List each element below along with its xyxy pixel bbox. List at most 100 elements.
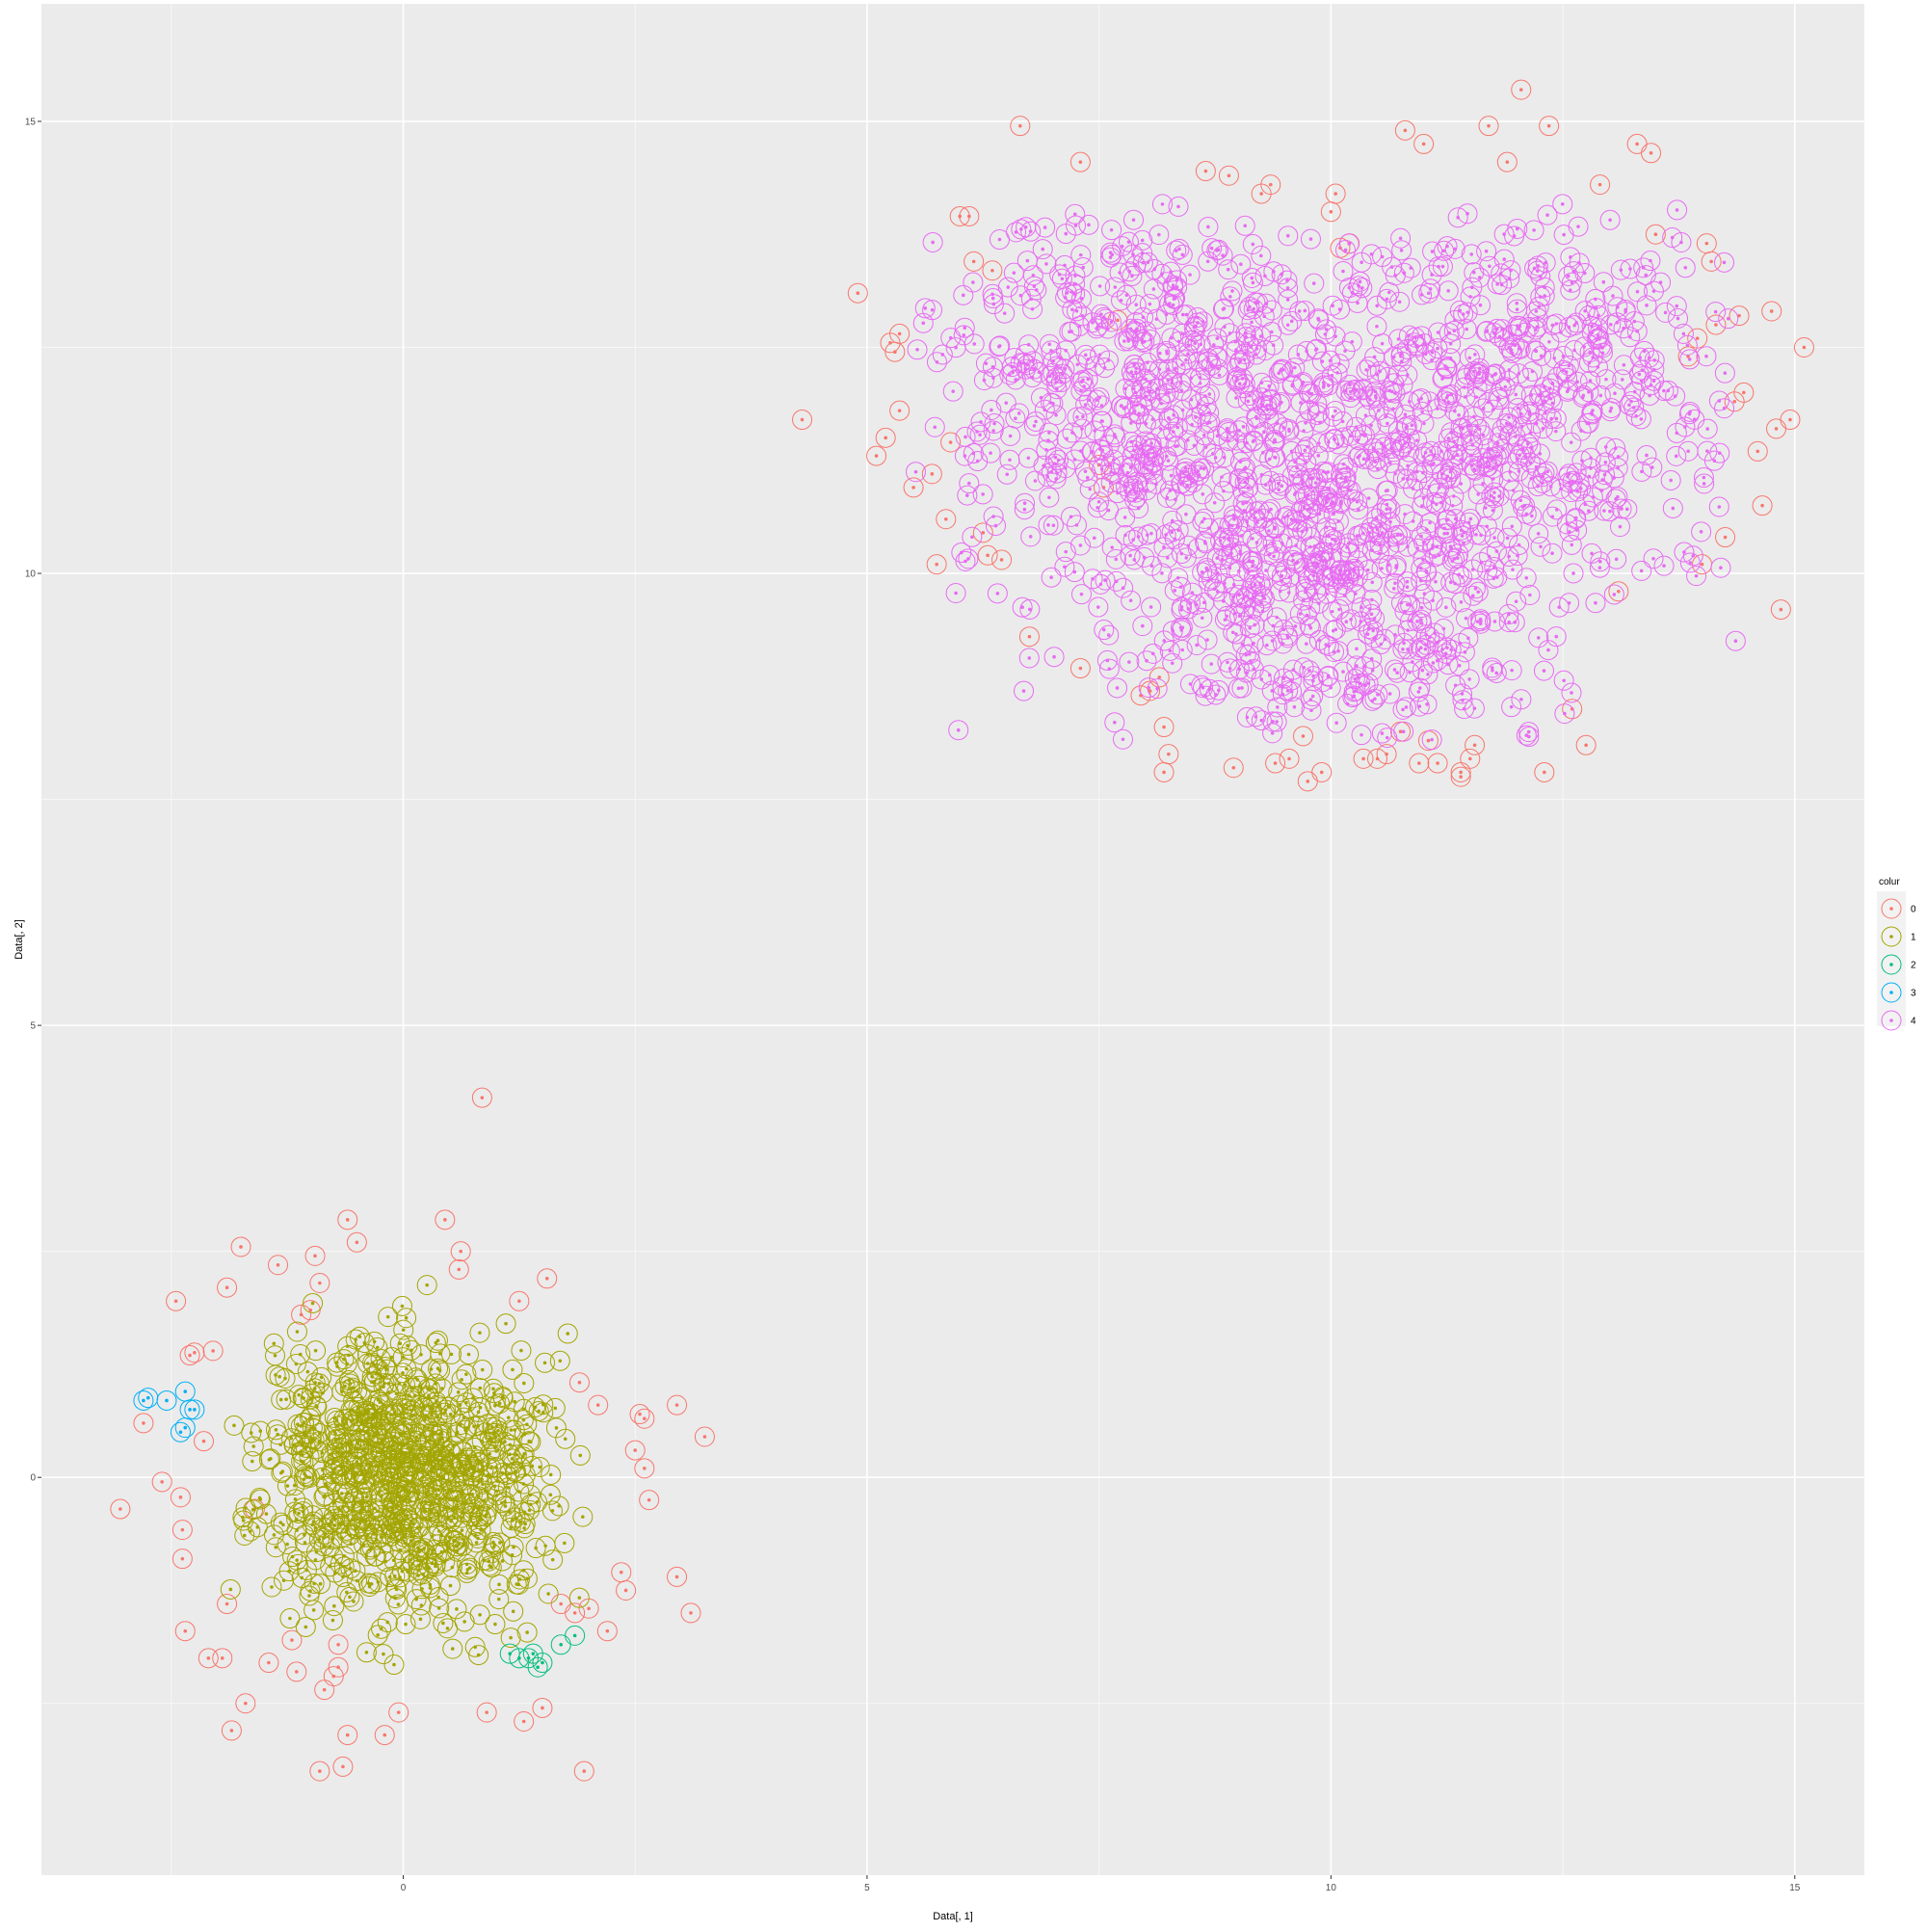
point-center (372, 1381, 376, 1385)
point-center (1436, 347, 1439, 351)
point-center (290, 1638, 294, 1642)
point-center (456, 1549, 460, 1553)
point-center (347, 1354, 351, 1358)
point-center (1570, 440, 1573, 444)
point-center (401, 1305, 405, 1309)
point-center (294, 1497, 298, 1501)
point-center (407, 1465, 410, 1469)
point-center (551, 1558, 555, 1562)
point-center (352, 1600, 356, 1603)
point-center (1399, 236, 1403, 240)
point-center (362, 1508, 366, 1512)
point-center (1532, 228, 1536, 232)
point-center (545, 1277, 549, 1281)
point-center (522, 1526, 526, 1530)
point-center (1234, 632, 1238, 636)
point-center (1158, 352, 1162, 356)
point-center (174, 1299, 178, 1303)
point-center (1424, 648, 1428, 651)
point-center (489, 1467, 493, 1470)
point-center (251, 1508, 255, 1512)
point-center (481, 1096, 485, 1099)
point-center (308, 1476, 312, 1480)
point-center (373, 1340, 377, 1344)
point-center (638, 1413, 642, 1416)
point-center (397, 1710, 401, 1714)
point-center (365, 1651, 369, 1654)
point-center (1028, 635, 1032, 639)
point-center (1401, 648, 1405, 651)
point-center (371, 1413, 375, 1416)
point-center (911, 486, 915, 490)
point-center (449, 1413, 453, 1416)
point-center (295, 1518, 299, 1522)
point-center (1377, 409, 1381, 412)
point-center (1109, 251, 1113, 254)
point-center (419, 1479, 423, 1483)
point-center (256, 1525, 260, 1529)
point-center (473, 1454, 477, 1458)
point-center (1290, 320, 1294, 324)
point-center (509, 1636, 513, 1640)
point-center (1177, 340, 1181, 344)
point-center (1686, 344, 1690, 348)
point-center (508, 1472, 512, 1476)
point-center (306, 1370, 310, 1374)
point-center (1505, 422, 1509, 426)
point-center (412, 1414, 416, 1417)
point-center (244, 1506, 248, 1510)
point-center (1269, 183, 1273, 187)
point-center (1460, 600, 1464, 604)
point-center (370, 1582, 374, 1586)
point-center (1445, 532, 1449, 536)
point-center (1570, 691, 1573, 695)
point-center (277, 1375, 281, 1379)
point-center (1370, 580, 1374, 584)
point-center (647, 1498, 651, 1502)
point-center (1184, 358, 1188, 362)
point-center (340, 1389, 344, 1393)
point-center (563, 1542, 567, 1546)
point-center (405, 1367, 409, 1371)
point-center (385, 1621, 389, 1625)
point-center (336, 1643, 340, 1647)
point-center (1584, 743, 1588, 747)
point-center (1023, 508, 1027, 512)
point-center (382, 1550, 385, 1554)
point-center (1207, 392, 1211, 396)
point-center (288, 1617, 292, 1621)
point-center (1617, 590, 1621, 594)
point-center (1453, 582, 1457, 586)
point-center (478, 1331, 482, 1335)
point-center (1676, 317, 1680, 321)
point-center (1027, 456, 1031, 460)
point-center (1788, 418, 1792, 422)
point-center (382, 1403, 385, 1407)
point-center (447, 1405, 451, 1409)
point-center (477, 1654, 481, 1657)
point-center (500, 1471, 504, 1475)
point-center (333, 1467, 337, 1470)
point-center (582, 1769, 586, 1773)
point-center (230, 1729, 234, 1733)
point-center (1465, 212, 1469, 216)
point-center (566, 1332, 569, 1336)
point-center (142, 1421, 145, 1425)
point-center (179, 1495, 183, 1499)
point-center (418, 1548, 422, 1552)
point-center (1430, 273, 1434, 277)
point-center (1149, 532, 1153, 536)
point-center (379, 1424, 383, 1428)
point-center (578, 1381, 582, 1385)
point-center (515, 1453, 518, 1457)
point-center (451, 1566, 455, 1570)
point-center (341, 1575, 345, 1579)
point-center (383, 1418, 386, 1422)
point-center (1696, 336, 1700, 340)
point-center (1465, 328, 1468, 331)
point-center (274, 1546, 277, 1549)
point-center (308, 1309, 312, 1312)
point-center (1803, 346, 1807, 350)
point-center (983, 379, 987, 383)
point-center (459, 1250, 462, 1254)
